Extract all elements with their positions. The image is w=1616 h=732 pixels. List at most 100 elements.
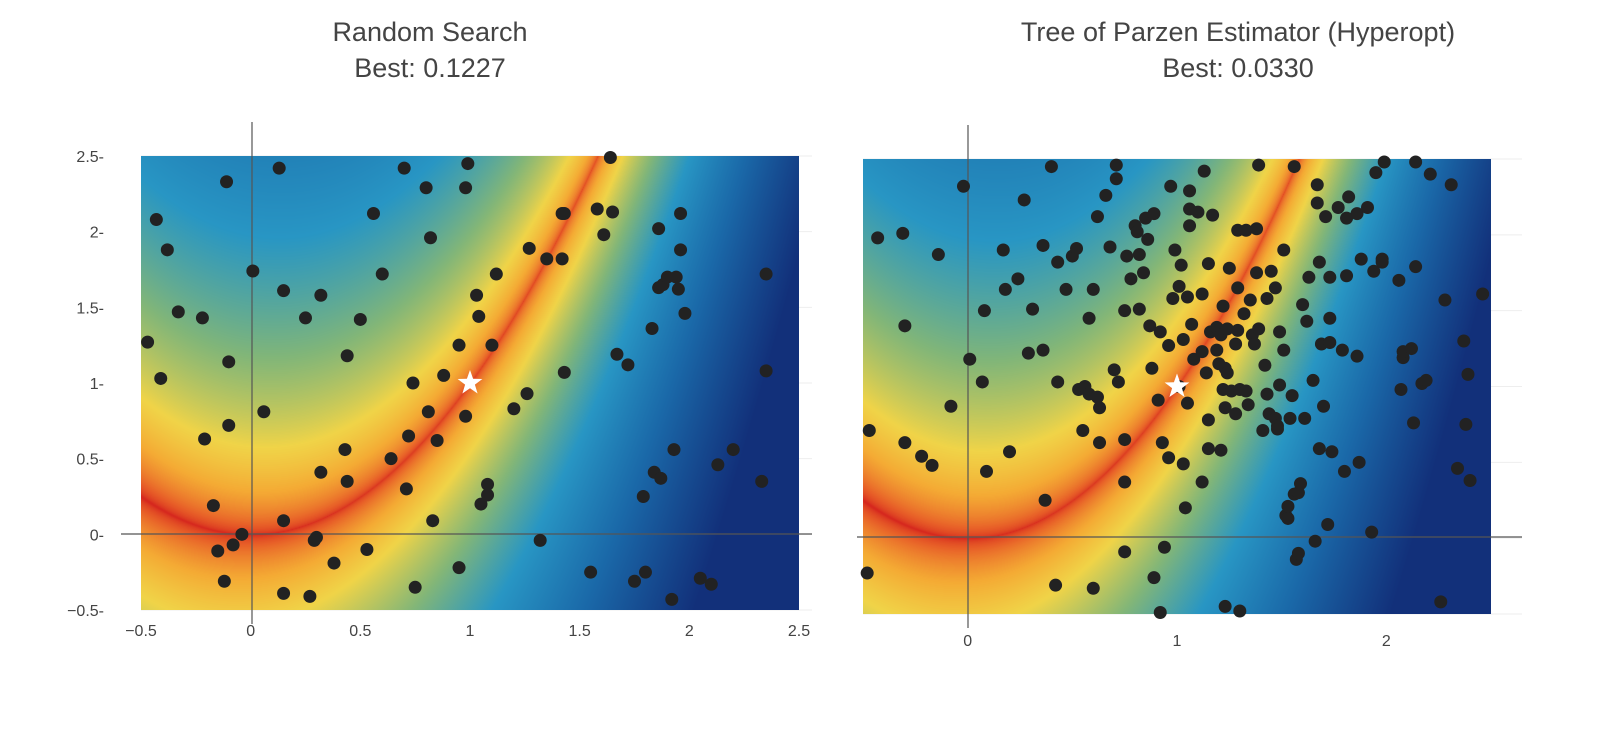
- scatter-point: [1229, 337, 1243, 351]
- scatter-point: [1120, 249, 1134, 263]
- scatter-point: [1049, 578, 1063, 592]
- scatter-point: [1323, 336, 1337, 350]
- scatter-point: [944, 399, 958, 413]
- scatter-point: [638, 565, 652, 579]
- scatter-point: [1250, 222, 1264, 236]
- scatter-point: [1231, 323, 1245, 337]
- scatter-point: [424, 231, 438, 245]
- scatter-point: [1331, 201, 1345, 215]
- scatter-point: [956, 179, 970, 193]
- scatter-point: [397, 161, 411, 175]
- scatter-point: [1147, 207, 1161, 221]
- scatter-point: [1409, 155, 1423, 169]
- scatter-point: [1195, 345, 1209, 359]
- scatter-point: [1283, 411, 1297, 425]
- scatter-point: [338, 443, 352, 457]
- scatter-point: [1044, 160, 1058, 174]
- scatter-point: [1099, 188, 1113, 202]
- scatter-point: [667, 443, 681, 457]
- scatter-point: [522, 241, 536, 255]
- x-tick-label: −0.5: [125, 623, 157, 640]
- scatter-point: [915, 449, 929, 463]
- scatter-point: [459, 181, 473, 195]
- scatter-point: [222, 355, 236, 369]
- x-tick-label: 0.5: [349, 623, 371, 640]
- scatter-point: [1220, 366, 1234, 380]
- x-tick-label: 0: [246, 623, 255, 640]
- scatter-point: [1220, 322, 1234, 336]
- scatter-point: [998, 282, 1012, 296]
- scatter-point: [1036, 238, 1050, 252]
- scatter-point: [246, 264, 260, 278]
- scatter-point: [1130, 225, 1144, 239]
- scatter-point: [977, 304, 991, 318]
- scatter-point: [1003, 445, 1017, 459]
- chart-title: Tree of Parzen Estimator (Hyperopt): [1020, 17, 1456, 47]
- scatter-point: [1132, 302, 1146, 316]
- scatter-point: [898, 436, 912, 450]
- scatter-point: [470, 288, 484, 302]
- scatter-point: [555, 252, 569, 266]
- scatter-point: [489, 267, 503, 281]
- scatter-point: [1268, 281, 1282, 295]
- scatter-point: [871, 231, 885, 245]
- scatter-point: [693, 571, 707, 585]
- chart-panel-tpe: Tree of Parzen Estimator (Hyperopt) Best…: [857, 0, 1616, 732]
- scatter-point: [1118, 433, 1132, 447]
- scatter-point: [1350, 349, 1364, 363]
- scatter-point: [1312, 255, 1326, 269]
- y-tick-label: 1.5-: [76, 300, 104, 317]
- scatter-point: [206, 499, 220, 513]
- scatter-point: [860, 566, 874, 580]
- scatter-point: [1312, 442, 1326, 456]
- scatter-point: [1195, 475, 1209, 489]
- scatter-point: [1342, 190, 1356, 204]
- scatter-point: [1082, 311, 1096, 325]
- scatter-point: [1404, 342, 1418, 356]
- scatter-point: [360, 542, 374, 556]
- scatter-point: [1151, 393, 1165, 407]
- scatter-point: [1233, 604, 1247, 618]
- scatter-point: [610, 347, 624, 361]
- scatter-point: [1434, 595, 1448, 609]
- scatter-point: [314, 288, 328, 302]
- scatter-point: [590, 202, 604, 216]
- scatter-point: [1090, 210, 1104, 224]
- scatter-point: [557, 365, 571, 379]
- x-tick-label: 1: [466, 623, 475, 640]
- scatter-point: [674, 243, 688, 257]
- scatter-point: [1178, 501, 1192, 515]
- scatter-point: [1051, 255, 1065, 269]
- scatter-point: [1187, 352, 1201, 366]
- scatter-point: [1183, 184, 1197, 198]
- scatter-point: [996, 243, 1010, 257]
- scatter-point: [235, 527, 249, 541]
- scatter-point: [1392, 273, 1406, 287]
- scatter-point: [1090, 390, 1104, 404]
- scatter-point: [1086, 581, 1100, 595]
- scatter-point: [1231, 281, 1245, 295]
- scatter-point: [1377, 155, 1391, 169]
- scatter-point: [1273, 378, 1287, 392]
- scatter-point: [1350, 207, 1364, 221]
- scatter-point: [1036, 343, 1050, 357]
- scatter-point: [925, 458, 939, 472]
- x-tick-label: 1.5: [569, 623, 591, 640]
- scatter-point: [1172, 279, 1186, 293]
- scatter-point: [226, 538, 240, 552]
- scatter-point: [1296, 298, 1310, 312]
- scatter-point: [759, 364, 773, 378]
- scatter-point: [1222, 261, 1236, 275]
- scatter-point: [277, 514, 291, 528]
- scatter-point: [1183, 219, 1197, 233]
- scatter-point: [1237, 307, 1251, 321]
- scatter-point: [1317, 399, 1331, 413]
- scatter-point: [160, 243, 174, 257]
- scatter-point: [1340, 211, 1354, 225]
- scatter-point: [1419, 373, 1433, 387]
- y-tick-label: 0.5-: [76, 452, 104, 469]
- scatter-point: [1239, 223, 1253, 237]
- scatter-point: [1277, 343, 1291, 357]
- x-tick-label: 2.5: [788, 623, 810, 640]
- scatter-point: [1137, 266, 1151, 280]
